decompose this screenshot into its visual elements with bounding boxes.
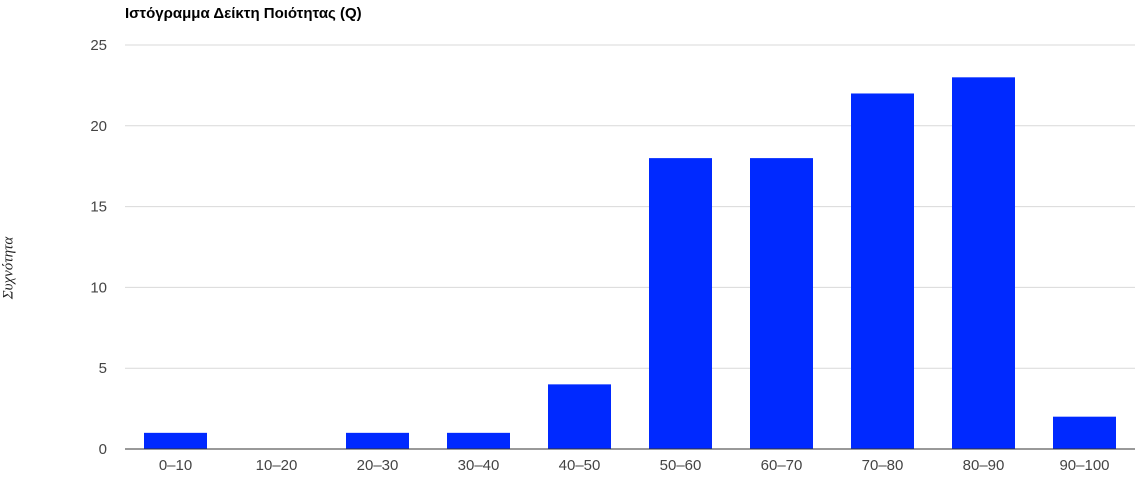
bar xyxy=(851,93,914,449)
x-tick-label: 40–50 xyxy=(559,457,601,474)
chart-title: Ιστόγραμμα Δείκτη Ποιότητας (Q) xyxy=(125,5,362,22)
bar xyxy=(144,432,207,449)
y-tick-label: 10 xyxy=(90,279,107,296)
x-tick-label: 80–90 xyxy=(963,457,1005,474)
x-tick-labels: 0–10 10–20 20–30 30–40 40–50 50–60 60–70 70–80 8… xyxy=(159,457,1110,474)
y-tick-label: 15 xyxy=(90,199,107,216)
bar xyxy=(649,158,712,449)
bar xyxy=(447,432,510,449)
x-tick-label: 10–20 xyxy=(256,457,298,474)
x-tick-label: 30–40 xyxy=(458,457,500,474)
bar xyxy=(952,77,1015,449)
y-tick-labels: 0 5 10 15 20 25 xyxy=(90,37,107,458)
y-tick-label: 20 xyxy=(90,118,107,135)
y-tick-label: 25 xyxy=(90,37,107,54)
y-tick-label: 0 xyxy=(99,441,107,458)
x-tick-label: 0–10 xyxy=(159,457,192,474)
bars xyxy=(144,77,1116,449)
bar xyxy=(346,432,409,449)
x-tick-label: 90–100 xyxy=(1059,457,1109,474)
bar xyxy=(1053,416,1116,449)
bar xyxy=(750,158,813,449)
y-tick-label: 5 xyxy=(99,360,107,377)
x-tick-label: 70–80 xyxy=(862,457,904,474)
x-tick-label: 60–70 xyxy=(761,457,803,474)
bar xyxy=(548,384,611,449)
x-tick-label: 20–30 xyxy=(357,457,399,474)
x-tick-label: 50–60 xyxy=(660,457,702,474)
